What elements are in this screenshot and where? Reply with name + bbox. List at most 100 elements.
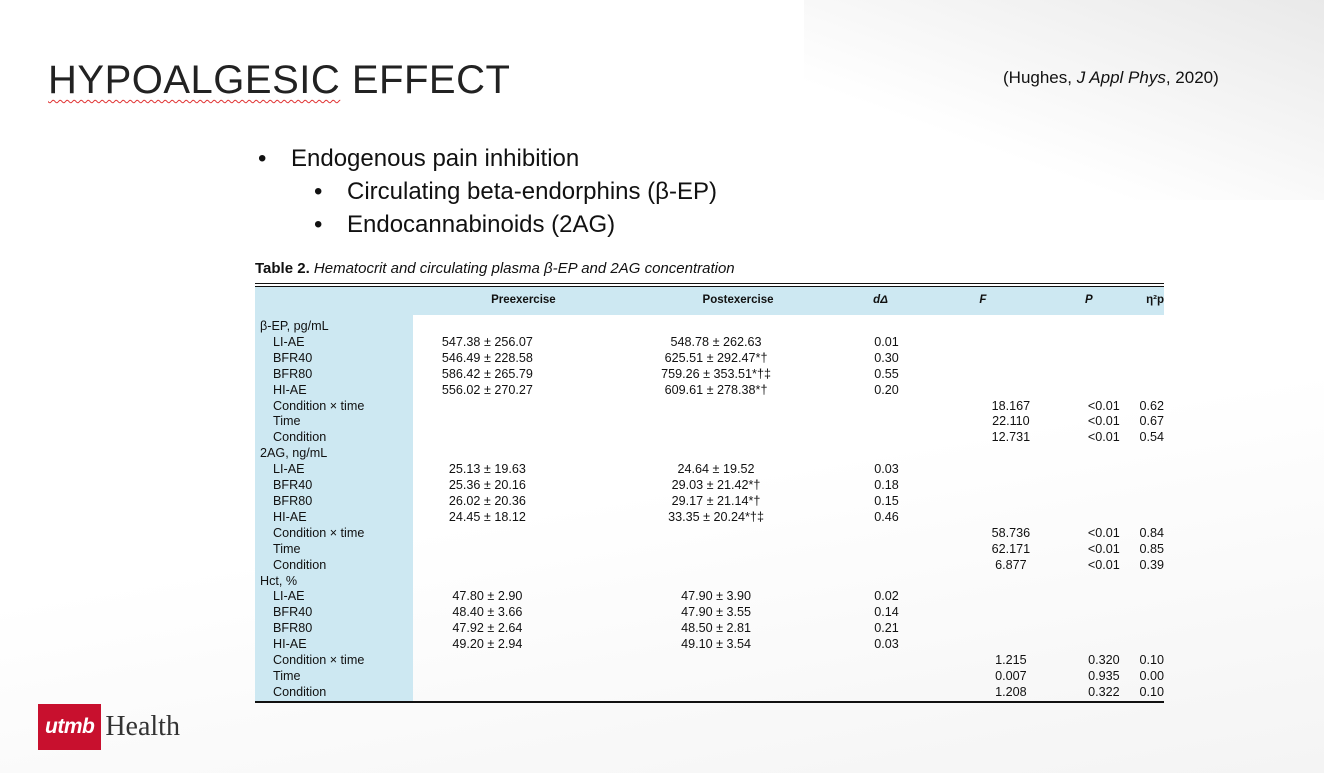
table-row: HI-AE 24.45 ± 18.12 33.35 ± 20.24*†‡ 0.46 xyxy=(255,509,1164,526)
bullet-subitem: • Endocannabinoids (2AG) xyxy=(258,208,717,241)
cell-preexercise: 49.20 ± 2.94 xyxy=(452,637,523,652)
cell-preexercise xyxy=(413,315,634,335)
cell-d-delta xyxy=(842,669,919,685)
cell-eta xyxy=(1131,335,1164,351)
cell-eta: 0.62 xyxy=(1139,398,1164,413)
cell-p: 0.320 xyxy=(1088,653,1120,668)
cell-eta xyxy=(1131,589,1164,605)
row-label: HI-AE xyxy=(255,509,413,526)
cell-p: <0.01 xyxy=(1087,541,1120,556)
cell-f xyxy=(919,589,1047,605)
bullet-text: Endogenous pain inhibition xyxy=(291,145,580,172)
cell-d-delta xyxy=(842,574,919,590)
row-label: BFR40 xyxy=(255,350,413,367)
cell-postexercise xyxy=(634,669,842,685)
cell-p: <0.01 xyxy=(1087,414,1120,429)
cell-preexercise: 556.02 ± 270.27 xyxy=(441,382,533,397)
cell-postexercise: 49.10 ± 3.54 xyxy=(681,637,751,652)
cell-preexercise: 24.45 ± 18.12 xyxy=(448,509,526,524)
cell-f: 22.110 xyxy=(992,414,1030,429)
cell-d-delta xyxy=(842,685,919,701)
cell-eta: 0.39 xyxy=(1139,557,1164,572)
cell-f xyxy=(919,621,1047,637)
cell-f: 62.171 xyxy=(991,541,1031,556)
bullet-text: Circulating beta-endorphins (β-EP) xyxy=(347,178,717,205)
cell-p xyxy=(1047,621,1131,637)
cell-postexercise: 48.50 ± 2.81 xyxy=(681,621,751,636)
citation-year: , 2020) xyxy=(1165,68,1219,87)
cell-eta: 0.84 xyxy=(1139,525,1164,540)
row-label: Condition xyxy=(255,684,413,701)
row-label: BFR80 xyxy=(255,366,413,383)
row-label: LI-AE xyxy=(255,462,413,479)
cell-f xyxy=(919,478,1047,494)
cell-p xyxy=(1047,335,1131,351)
table-rule xyxy=(255,700,1164,703)
cell-postexercise: 24.64 ± 19.52 xyxy=(677,462,755,477)
cell-f: 6.877 xyxy=(995,557,1027,572)
table-row: BFR80 47.92 ± 2.64 48.50 ± 2.81 0.21 xyxy=(255,621,1164,638)
citation: (Hughes, J Appl Phys, 2020) xyxy=(1003,68,1219,88)
cell-preexercise: 48.40 ± 3.66 xyxy=(452,605,523,620)
row-label: Time xyxy=(255,414,413,431)
cell-p: 0.322 xyxy=(1088,684,1120,699)
cell-f xyxy=(919,605,1047,621)
cell-d-delta xyxy=(842,446,919,462)
cell-postexercise xyxy=(634,685,842,701)
header-label-col xyxy=(255,287,413,315)
cell-postexercise: 609.61 ± 278.38*† xyxy=(664,382,768,397)
table-row: BFR80 586.42 ± 265.79 759.26 ± 353.51*†‡ 0.… xyxy=(255,366,1164,383)
cell-eta: 0.67 xyxy=(1139,414,1164,429)
cell-preexercise xyxy=(413,430,634,446)
cell-postexercise xyxy=(634,542,842,558)
table-row: BFR40 546.49 ± 228.58 625.51 ± 292.47*† 0.3… xyxy=(255,350,1164,367)
bullet-subitem: • Circulating beta-endorphins (β-EP) xyxy=(258,175,717,208)
cell-eta: 0.54 xyxy=(1139,430,1164,445)
cell-postexercise xyxy=(634,653,842,669)
table-header-row: Preexercise Postexercise dΔ F P η²p xyxy=(255,287,1164,315)
cell-f xyxy=(919,315,1047,335)
bullet-marker: • xyxy=(258,145,267,172)
cell-d-delta: 0.46 xyxy=(874,509,899,524)
cell-d-delta: 0.03 xyxy=(874,462,899,477)
cell-p: <0.01 xyxy=(1087,525,1120,540)
cell-d-delta xyxy=(842,542,919,558)
row-label: BFR80 xyxy=(255,621,413,638)
cell-f xyxy=(919,637,1047,653)
cell-postexercise: 759.26 ± 353.51*†‡ xyxy=(661,366,771,381)
header-eta: η²p xyxy=(1130,287,1164,315)
table-row: Time 22.110 <0.01 0.67 xyxy=(255,414,1164,431)
cell-f xyxy=(919,446,1047,462)
cell-preexercise: 546.49 ± 228.58 xyxy=(441,350,533,365)
table-row: Condition × time 1.215 0.320 0.10 xyxy=(255,653,1164,669)
cell-postexercise: 47.90 ± 3.90 xyxy=(681,589,751,604)
cell-d-delta xyxy=(842,315,919,335)
cell-eta: 0.10 xyxy=(1139,684,1164,699)
row-label: BFR40 xyxy=(255,605,413,622)
cell-postexercise xyxy=(634,526,842,542)
cell-d-delta xyxy=(842,399,919,415)
cell-p xyxy=(1047,462,1131,478)
row-label: Hct, % xyxy=(255,573,413,590)
cell-d-delta xyxy=(842,653,919,669)
header-preexercise: Preexercise xyxy=(413,287,634,315)
cell-d-delta: 0.03 xyxy=(874,637,899,652)
row-label: Time xyxy=(255,541,413,558)
table-row: Condition 1.208 0.322 0.10 xyxy=(255,684,1164,701)
cell-postexercise: 625.51 ± 292.47*† xyxy=(664,350,768,365)
cell-postexercise: 47.90 ± 3.55 xyxy=(681,605,751,620)
cell-p xyxy=(1047,383,1131,399)
row-label: LI-AE xyxy=(255,334,413,351)
bullet-marker: • xyxy=(314,178,323,205)
cell-d-delta xyxy=(842,414,919,430)
cell-p xyxy=(1047,315,1131,335)
cell-p xyxy=(1047,637,1131,653)
cell-preexercise: 47.80 ± 2.90 xyxy=(452,589,523,604)
table-row: Condition 6.877 <0.01 0.39 xyxy=(255,557,1164,574)
table-rule xyxy=(255,286,1164,287)
cell-preexercise xyxy=(413,399,634,415)
cell-f: 18.167 xyxy=(991,398,1031,413)
cell-preexercise: 25.36 ± 20.16 xyxy=(448,478,526,493)
row-label: Condition xyxy=(255,557,413,574)
cell-p xyxy=(1047,351,1131,367)
